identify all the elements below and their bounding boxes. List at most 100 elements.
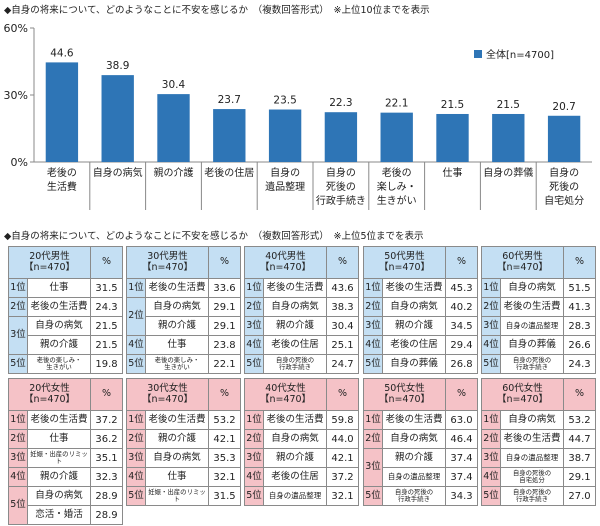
table-row: 3位 親の介護 30.4 — [244, 316, 359, 336]
table-row: 5位 自身の死後の 行政手続き 27.0 — [481, 486, 596, 506]
rank-cell: 2位 — [363, 429, 383, 449]
category-label: 自身の葬儀 — [483, 166, 533, 179]
table-sample-size: 【n=470】 — [496, 393, 549, 405]
ranking-table: 20代男性 【n=470】% 1位 仕事 31.5 2位 老後の生活費 24.3 3位 自身の病気… — [8, 246, 123, 374]
percent-header: % — [563, 246, 596, 279]
rank-cell: 5位 — [244, 486, 264, 506]
value-cell: 31.5 — [208, 486, 241, 506]
rank-cell: 3位 — [8, 316, 28, 355]
category-label: 仕事 — [443, 166, 463, 179]
rank-cell: 2位 — [481, 429, 501, 449]
table-row: 2位 老後の生活費 24.3 — [8, 297, 123, 317]
value-cell: 25.1 — [326, 335, 359, 355]
table-header: 60代女性 【n=470】 — [481, 378, 564, 411]
y-tick-label: 30% — [4, 89, 28, 102]
value-cell: 38.7 — [563, 448, 596, 468]
value-cell: 36.2 — [90, 429, 123, 449]
ranking-table-grid: 40代男性 【n=470】% 1位 老後の生活費 43.6 2位 自身の病気 38.3 3位 親の… — [244, 246, 359, 374]
table-row: 2位 自身の病気 44.0 — [244, 429, 359, 449]
item-cell: 仕事 — [145, 467, 209, 487]
table-group-title: 40代男性 — [265, 251, 306, 263]
ranking-table: 20代女性 【n=470】% 1位 老後の生活費 37.2 2位 仕事 36.2 3位 妊娠・出産… — [8, 378, 123, 525]
value-cell: 37.2 — [326, 467, 359, 487]
data-label: 23.5 — [273, 95, 296, 107]
data-label: 30.4 — [162, 79, 186, 91]
table-row: 1位 老後の生活費 45.3 — [363, 278, 478, 298]
item-cell: 自身の病気 — [27, 486, 91, 506]
ranking-table-grid: 30代女性 【n=470】% 1位 老後の生活費 53.2 2位 親の介護 42.1 3位 自身の… — [126, 378, 241, 506]
table-header: 50代男性 【n=470】 — [363, 246, 446, 279]
table-row: 3位 妊娠・出産のリミット 35.1 — [8, 448, 123, 468]
table-header: 30代男性 【n=470】 — [126, 246, 209, 279]
data-label: 23.7 — [218, 94, 241, 106]
item-cell: 親の介護 — [382, 448, 446, 468]
rank-cell: 4位 — [126, 467, 146, 487]
table-group-title: 60代女性 — [502, 383, 543, 395]
item-cell: 妊娠・出産のリミット — [145, 486, 209, 506]
rank-cell: 1位 — [363, 410, 383, 430]
rank-cell: 1位 — [244, 278, 264, 298]
item-cell: 自身の病気 — [263, 297, 327, 317]
item-cell: 親の介護 — [145, 429, 209, 449]
percent-header: % — [90, 378, 123, 411]
value-cell: 51.5 — [563, 278, 596, 298]
value-cell: 29.1 — [563, 467, 596, 487]
category-label: 自身の死後の自宅処分 — [544, 166, 584, 207]
rank-cell: 5位 — [8, 486, 28, 525]
bar — [547, 115, 581, 162]
category-label: 老後の住居 — [204, 166, 254, 179]
value-cell: 42.1 — [208, 429, 241, 449]
table-row: 5位 自身の死後の 行政手続き 34.3 — [363, 486, 478, 506]
table-row: 1位 自身の病気 53.2 — [481, 410, 596, 430]
value-cell: 44.0 — [326, 429, 359, 449]
rank-cell: 2位 — [8, 429, 28, 449]
value-cell: 63.0 — [445, 410, 478, 430]
rank-cell: 5位 — [481, 354, 501, 374]
table-header: 30代女性 【n=470】 — [126, 378, 209, 411]
rank-cell: 1位 — [126, 278, 146, 298]
value-cell: 31.5 — [90, 278, 123, 298]
category-label: 老後の生活費 — [47, 166, 77, 193]
rank-cell: 2位 — [126, 297, 146, 336]
item-cell: 自身の遺品整理 — [382, 467, 446, 487]
value-cell: 45.3 — [445, 278, 478, 298]
value-cell: 19.8 — [90, 354, 123, 374]
rank-cell: 1位 — [481, 410, 501, 430]
item-cell: 老後の住居 — [382, 335, 446, 355]
rank-cell: 2位 — [126, 429, 146, 449]
table-row: 5位 老後の楽しみ・ 生きがい 19.8 — [8, 354, 123, 374]
item-cell: 老後の生活費 — [263, 410, 327, 430]
table-row: 1位 仕事 31.5 — [8, 278, 123, 298]
table-row: 4位 親の介護 32.3 — [8, 467, 123, 487]
table-row: 4位 自身の葬儀 26.6 — [481, 335, 596, 355]
value-cell: 32.1 — [326, 486, 359, 506]
table-row: 3位 自身の病気 35.3 — [126, 448, 241, 468]
rank-cell: 3位 — [244, 316, 264, 336]
table-row: 4位 仕事 23.8 — [126, 335, 241, 355]
bar — [45, 62, 79, 162]
rank-cell: 3位 — [244, 448, 264, 468]
item-cell: 老後の楽しみ・ 生きがい — [27, 354, 91, 374]
rank-cell: 1位 — [363, 278, 383, 298]
rank-cell: 4位 — [363, 335, 383, 355]
legend-swatch — [474, 50, 482, 58]
value-cell: 24.3 — [90, 297, 123, 317]
value-cell: 34.3 — [445, 486, 478, 506]
item-cell: 自身の遺品整理 — [263, 486, 327, 506]
item-cell: 親の介護 — [263, 316, 327, 336]
ranking-table-grid: 20代女性 【n=470】% 1位 老後の生活費 37.2 2位 仕事 36.2 3位 妊娠・出産… — [8, 378, 123, 525]
value-cell: 35.1 — [90, 448, 123, 468]
value-cell: 32.3 — [90, 467, 123, 487]
value-cell: 29.1 — [208, 316, 241, 336]
item-cell: 自身の病気 — [382, 429, 446, 449]
data-label: 44.6 — [50, 47, 74, 59]
rank-cell: 5位 — [244, 354, 264, 374]
value-cell: 43.6 — [326, 278, 359, 298]
rank-cell: 2位 — [363, 297, 383, 317]
value-cell: 28.3 — [563, 316, 596, 336]
category-label: 自身の死後の行政手続き — [316, 166, 366, 207]
rank-cell: 4位 — [126, 335, 146, 355]
table-row: 1位 老後の生活費 43.6 — [244, 278, 359, 298]
item-cell: 親の介護 — [263, 448, 327, 468]
rank-cell: 2位 — [481, 297, 501, 317]
